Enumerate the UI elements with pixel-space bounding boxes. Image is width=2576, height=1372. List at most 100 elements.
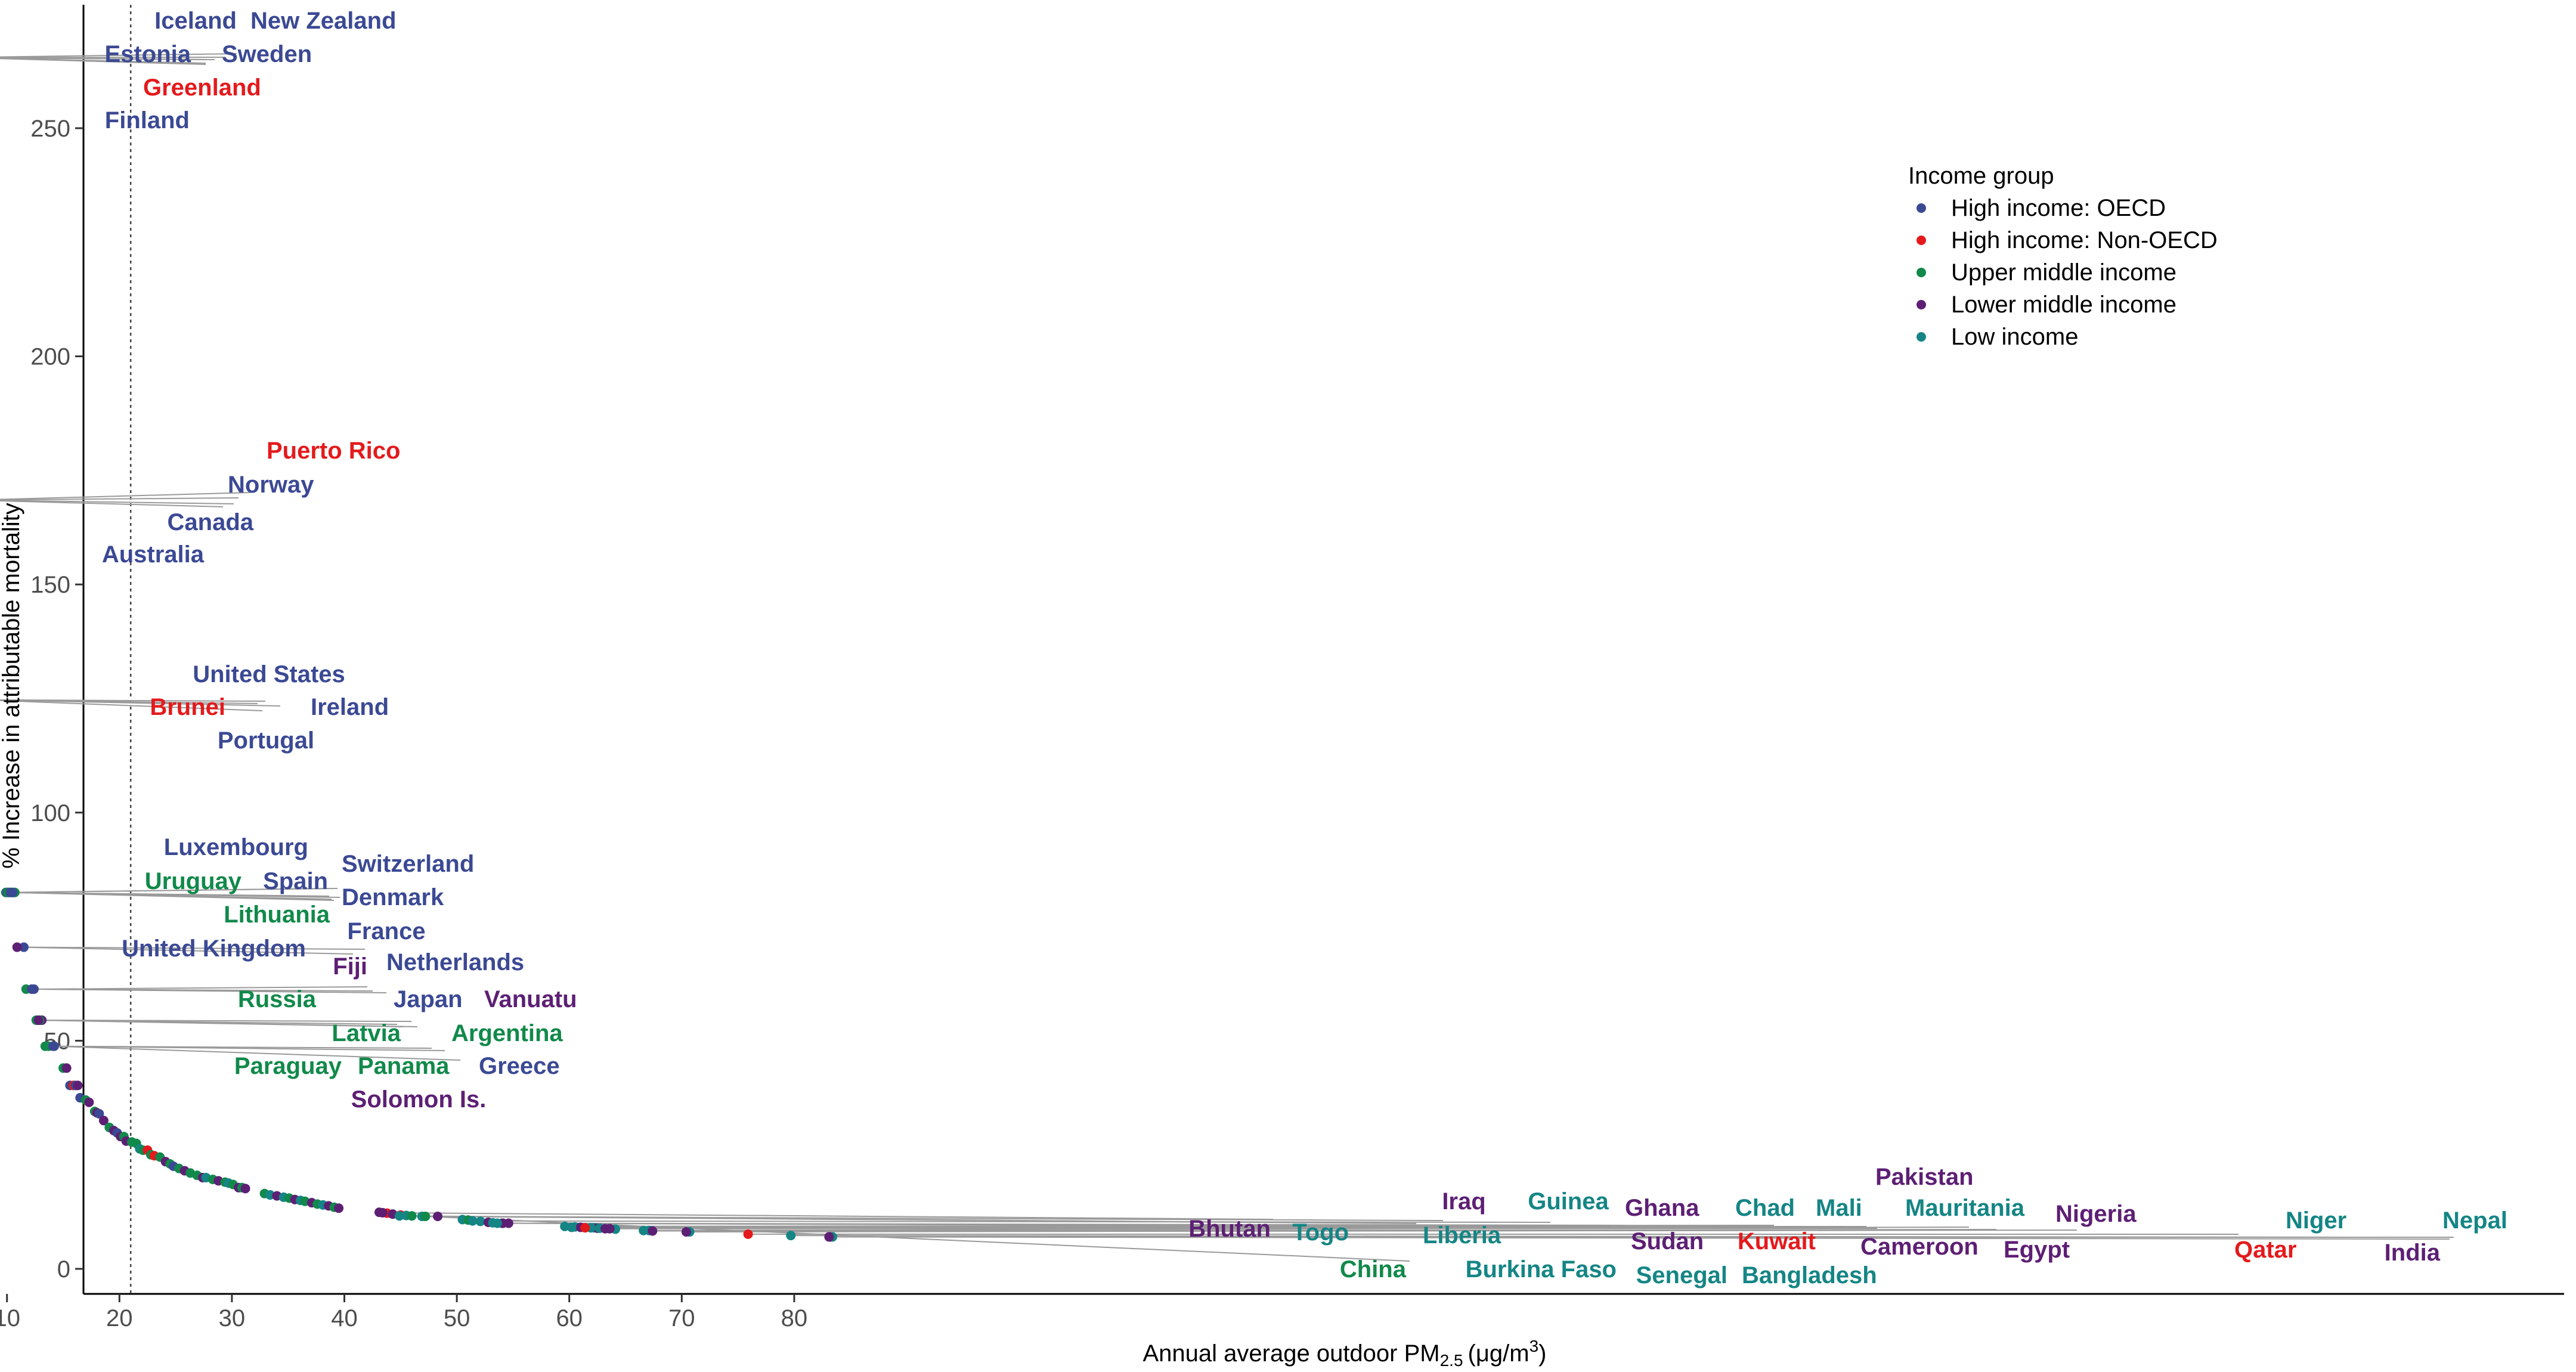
data-point-japan [27,984,37,994]
y-tick-label: 200 [30,344,70,370]
point-label-nepal: Nepal [2442,1207,2507,1234]
point-label-ghana: Ghana [1625,1195,1699,1221]
leader-line-cameroon [609,1228,1878,1229]
point-label-japan: Japan [394,986,463,1012]
point-label-bangladesh: Bangladesh [1742,1262,1877,1289]
leader-line-canada [0,500,234,504]
point-label-guinea: Guinea [1528,1188,1609,1215]
point-label-pakistan: Pakistan [1875,1164,1974,1190]
legend-label-lower: Lower middle income [1951,292,2176,318]
point-label-greenland: Greenland [143,75,261,101]
y-tick-label: 100 [30,800,70,826]
x-tick-label: 60 [556,1305,583,1331]
point-label-egypt: Egypt [2004,1237,2070,1263]
legend-label-upper: Upper middle income [1951,259,2176,286]
point-label-puerto-rico: Puerto Rico [267,438,400,464]
leader-line-iceland [0,53,237,58]
point-label-iceland: Iceland [154,8,237,34]
leader-line-france [23,946,366,950]
data-point-iraq [433,1212,443,1222]
data-point-china [420,1212,431,1222]
data-point [475,1216,485,1227]
leader-line-sweden [0,57,215,60]
point-label-lithuania: Lithuania [224,902,330,928]
leader-line-norway [0,497,239,501]
point-label-portugal: Portugal [218,727,314,754]
legend-entries: High income: OECD High income: Non-OECD Up… [1916,195,2218,350]
x-axis-title-subscript: 2.5 [1440,1351,1463,1370]
point-label-switzerland: Switzerland [342,851,474,877]
point-label-kuwait: Kuwait [1738,1228,1816,1255]
leader-line-nigeria [686,1229,2077,1233]
data-point-egypt [648,1226,658,1236]
data-point-greece [48,1041,58,1051]
data-point [73,1080,83,1091]
data-point [407,1211,417,1221]
x-tick-label: 10 [0,1305,20,1331]
leader-line-puerto-rico [0,492,251,500]
data-point-solomon-is [33,1015,44,1025]
legend-swatch-lower [1916,300,1926,309]
point-label-brunei: Brunei [150,694,225,720]
point-label-bhutan: Bhutan [1188,1216,1271,1242]
y-tick-label: 250 [30,116,70,142]
data-point [84,1097,94,1107]
point-label-senegal: Senegal [1636,1262,1727,1289]
y-axis-title: % Increase in attributable mortality [0,503,24,869]
point-label-luxembourg: Luxembourg [164,834,308,860]
point-label-india: India [2385,1240,2441,1266]
point-label-fiji: Fiji [333,953,367,980]
point-label-spain: Spain [263,868,328,894]
point-label-latvia: Latvia [332,1020,401,1046]
point-label-qatar: Qatar [2234,1237,2297,1263]
leader-line-egypt [652,1229,1997,1232]
point-label-argentina: Argentina [451,1020,563,1046]
data-point-niger [786,1231,796,1241]
data-point-bhutan [377,1207,388,1218]
leader-line-solomon-is [38,1019,404,1027]
legend-swatch-oecd [1916,203,1926,213]
x-tick-label: 80 [781,1305,808,1331]
data-point-france [18,942,29,952]
point-label-uruguay: Uruguay [145,868,242,894]
data-point [334,1203,344,1213]
data-point-senegal [566,1222,577,1232]
point-label-australia: Australia [102,541,205,568]
leader-line-chad [565,1225,1775,1227]
point-label-niger: Niger [2286,1207,2346,1234]
y-tick-label: 0 [57,1256,70,1283]
legend-swatch-nonoecd [1916,236,1926,245]
leader-line-panama [48,1045,445,1051]
data-point-fiji [12,942,22,952]
legend-label-oecd: High income: OECD [1951,195,2166,221]
data-point-burkina-faso [492,1218,502,1228]
point-label-united-states: United States [193,661,345,687]
point-label-china: China [1340,1256,1407,1283]
data-point [94,1108,104,1119]
legend-swatch-upper [1916,268,1926,277]
data-point-cameroon [605,1224,615,1234]
data-point [61,1063,72,1073]
point-label-mauritania: Mauritania [1905,1195,2025,1221]
data-point [240,1184,250,1194]
point-label-paraguay: Paraguay [234,1053,342,1079]
point-label-greece: Greece [479,1053,560,1079]
leader-line-bhutan [382,1212,1274,1220]
data-points [1,887,838,1242]
point-label-netherlands: Netherlands [386,949,524,975]
data-point-togo [394,1211,404,1221]
data-point-nigeria [681,1227,691,1237]
data-point-india [824,1232,834,1242]
point-label-estonia: Estonia [105,41,191,67]
x-tick-label: 70 [668,1305,695,1331]
x-tick-label: 40 [331,1305,358,1331]
point-label-russia: Russia [238,986,317,1012]
data-point-united-kingdom [5,887,16,897]
x-tick-label: 20 [106,1305,133,1331]
point-label-ireland: Ireland [311,694,389,720]
point-label-canada: Canada [168,509,254,535]
point-label-solomon-is: Solomon Is. [351,1086,487,1113]
leader-line-finland [0,58,206,65]
